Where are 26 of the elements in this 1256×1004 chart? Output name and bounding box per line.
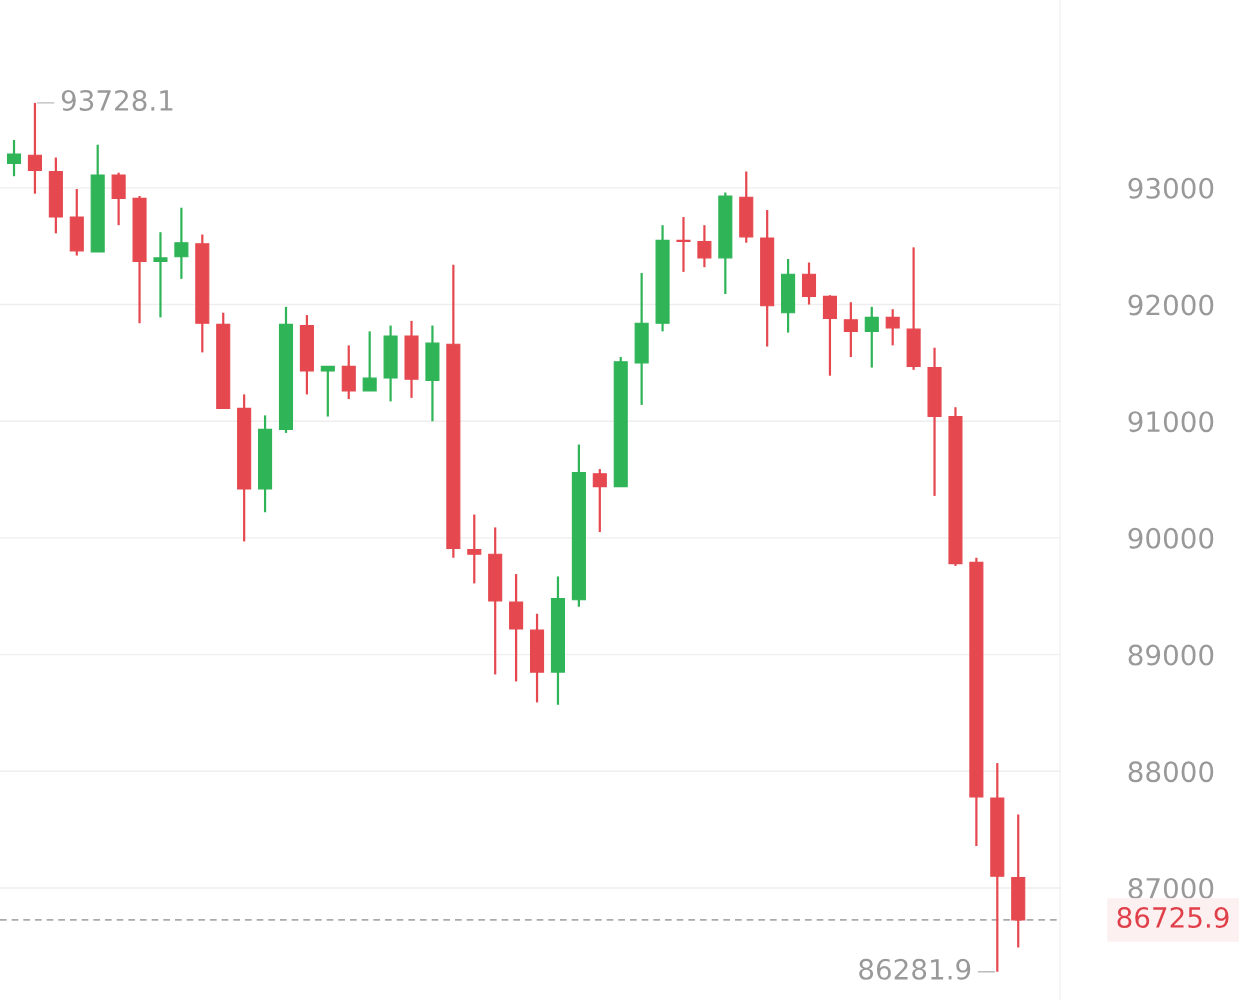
candlestick (320, 365, 335, 418)
candlestick (27, 101, 42, 195)
annotation: 86281.9 (859, 958, 971, 980)
candlestick (822, 294, 837, 377)
candlestick (676, 215, 691, 273)
candlestick (843, 301, 858, 359)
candlestick (885, 308, 900, 347)
candlestick (153, 231, 168, 319)
y-tick-label: 93000 (1128, 177, 1214, 199)
y-tick-label: 92000 (1128, 294, 1214, 316)
y-tick-label: 87000 (1128, 877, 1214, 899)
candlestick (864, 305, 879, 369)
candlestick (801, 261, 817, 306)
candlestick (697, 224, 712, 269)
y-tick-label: 89000 (1128, 644, 1214, 666)
candlestick (467, 513, 482, 585)
annotation: 93728.1 (61, 89, 173, 111)
y-tick-label: 88000 (1128, 761, 1214, 783)
candlestick (6, 138, 22, 178)
candlestick (592, 467, 607, 534)
candlestick (362, 330, 377, 392)
candlestick (111, 171, 126, 227)
candlestick (174, 206, 189, 280)
y-tick-label: 91000 (1128, 411, 1214, 433)
y-tick-label: 90000 (1128, 527, 1214, 549)
ref-line-label: 86725.9 (1117, 907, 1229, 929)
